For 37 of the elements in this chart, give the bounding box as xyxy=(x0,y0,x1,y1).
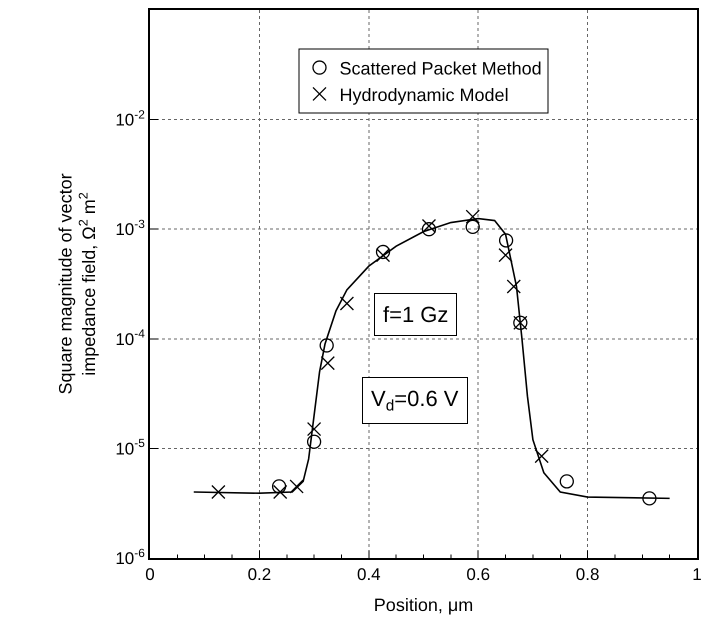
y-tick-label: 10$^{-3}$ xyxy=(115,217,146,240)
point xyxy=(340,296,354,311)
point xyxy=(320,356,335,370)
point xyxy=(306,434,322,449)
y-tick-label: 10$^{-5}$ xyxy=(115,436,146,458)
x-tick-label: 0.2 xyxy=(248,565,272,584)
point xyxy=(320,338,334,353)
point xyxy=(560,474,574,489)
point xyxy=(272,479,286,494)
x-tick-label: 0.4 xyxy=(356,565,381,584)
x-tick-label: 0.6 xyxy=(466,565,490,584)
annotation: V$_{d}$=0.6 V xyxy=(371,386,459,415)
point xyxy=(289,479,304,494)
legend-label: Hydrodynamic Model xyxy=(340,84,509,105)
y-tick-label: 10$^{-2}$ xyxy=(115,107,146,130)
point xyxy=(211,484,226,500)
point xyxy=(422,222,436,236)
x-axis-title: Position, μm xyxy=(374,594,474,615)
point xyxy=(498,248,513,262)
point xyxy=(376,244,390,260)
x-tick-label: 0 xyxy=(145,565,155,584)
point xyxy=(466,220,480,234)
y-tick-label: 10$^{-6}$ xyxy=(115,546,146,568)
annotation: f=1 Gz xyxy=(383,302,448,327)
point xyxy=(534,448,549,464)
point xyxy=(498,233,514,248)
legend-label: Scattered Packet Method xyxy=(340,58,542,79)
point xyxy=(376,248,390,262)
point xyxy=(273,484,288,500)
point xyxy=(306,422,322,436)
x-tick-label: 0.8 xyxy=(576,565,600,584)
point xyxy=(506,279,521,294)
x-tick-label: 1 xyxy=(692,565,702,584)
point xyxy=(422,218,436,234)
point xyxy=(642,491,657,506)
point xyxy=(466,210,480,224)
y-tick-label: 10$^{-4}$ xyxy=(115,326,146,349)
